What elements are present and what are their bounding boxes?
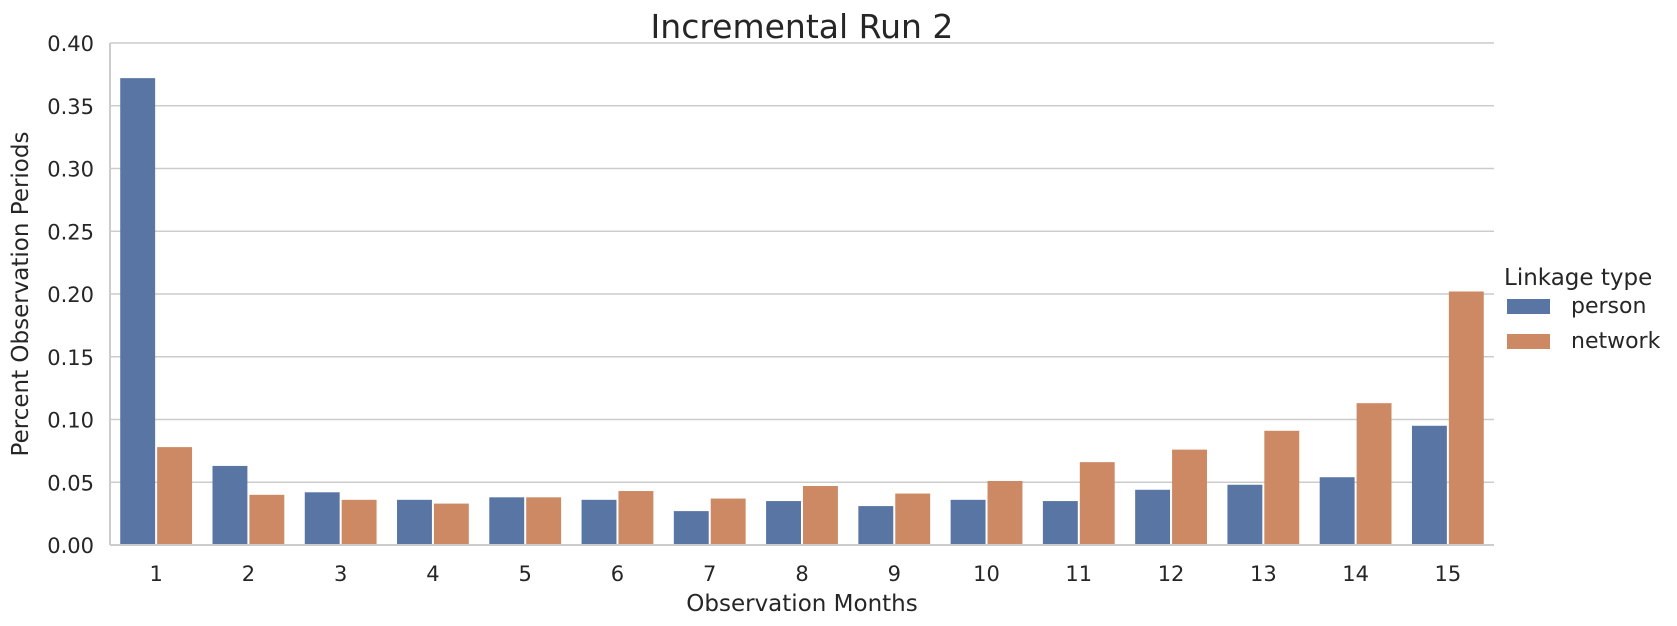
bar-person-9	[858, 506, 894, 545]
y-tick-label: 0.05	[47, 471, 94, 495]
x-tick-label: 7	[703, 562, 716, 586]
bar-network-2	[249, 494, 285, 545]
bar-network-8	[803, 486, 838, 545]
x-tick-label: 14	[1342, 562, 1369, 586]
bar-network-3	[341, 499, 377, 545]
axes	[109, 43, 1494, 546]
y-tick-label: 0.10	[47, 409, 94, 433]
y-tick-label: 0.35	[47, 95, 94, 119]
y-tick-label: 0.15	[47, 346, 94, 370]
bar-network-15	[1448, 291, 1484, 545]
bar-person-1	[120, 78, 156, 545]
x-tick-label: 9	[888, 562, 901, 586]
bar-network-9	[895, 493, 931, 545]
bar-person-4	[397, 499, 432, 545]
legend-items: person network	[1507, 294, 1661, 354]
bar-person-11	[1042, 501, 1078, 545]
legend-swatch-person	[1507, 299, 1550, 314]
bar-network-14	[1356, 403, 1392, 545]
bar-person-12	[1135, 489, 1171, 545]
bar-person-8	[766, 501, 801, 545]
chart-title: Incremental Run 2	[651, 7, 954, 46]
x-tick-label: 4	[426, 562, 439, 586]
bar-person-13	[1227, 484, 1263, 545]
bar-person-6	[581, 499, 617, 545]
bar-person-2	[212, 465, 248, 545]
x-tick-label: 6	[611, 562, 624, 586]
x-tick-labels: 1 2 3 4 5 6 7 8 9 10 11 12 13 14 15	[149, 562, 1461, 586]
x-tick-label: 12	[1158, 562, 1185, 586]
legend-label-person: person	[1571, 294, 1646, 319]
bar-network-5	[526, 497, 562, 545]
y-tick-label: 0.20	[47, 283, 94, 307]
bar-person-14	[1319, 477, 1355, 545]
x-tick-label: 1	[149, 562, 162, 586]
x-tick-label: 3	[334, 562, 347, 586]
y-tick-label: 0.30	[47, 158, 94, 182]
x-tick-label: 13	[1250, 562, 1277, 586]
x-tick-label: 11	[1065, 562, 1092, 586]
bar-network-13	[1264, 430, 1300, 545]
bar-person-10	[950, 499, 986, 545]
bar-network-1	[157, 447, 193, 545]
y-tick-labels: 0.00 0.05 0.10 0.15 0.20 0.25 0.30 0.35 0.40	[47, 32, 94, 558]
bar-network-11	[1079, 462, 1115, 545]
legend-swatch-network	[1507, 334, 1550, 349]
legend-label-network: network	[1571, 329, 1661, 354]
bar-person-7	[673, 511, 709, 545]
bar-person-15	[1411, 425, 1447, 545]
bar-person-5	[489, 497, 525, 545]
y-tick-label: 0.00	[47, 534, 94, 558]
bars	[120, 78, 1484, 545]
x-tick-label: 5	[519, 562, 532, 586]
bar-network-7	[710, 498, 746, 545]
x-tick-label: 10	[973, 562, 1000, 586]
legend: Linkage type person network	[1504, 265, 1661, 354]
bar-network-12	[1172, 449, 1207, 545]
x-tick-label: 15	[1434, 562, 1461, 586]
y-tick-label: 0.25	[47, 220, 94, 244]
bar-person-3	[304, 492, 340, 545]
bar-network-10	[987, 480, 1023, 545]
legend-title: Linkage type	[1504, 265, 1652, 291]
x-tick-label: 2	[242, 562, 255, 586]
y-tick-label: 0.40	[47, 32, 94, 56]
y-axis-label: Percent Observation Periods	[8, 132, 34, 457]
bar-network-6	[618, 491, 654, 545]
gridlines	[110, 42, 1494, 484]
x-tick-label: 8	[795, 562, 808, 586]
x-axis-label: Observation Months	[686, 591, 917, 617]
bar-network-4	[433, 503, 469, 545]
